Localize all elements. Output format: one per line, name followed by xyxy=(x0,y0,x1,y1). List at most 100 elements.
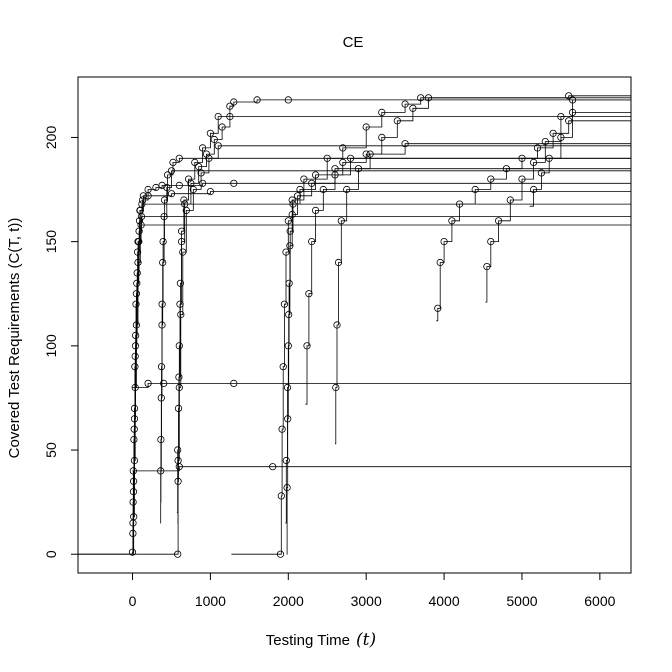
data-point xyxy=(549,129,557,137)
y-tick-label: 50 xyxy=(43,442,59,458)
data-point xyxy=(487,238,495,246)
series-3 xyxy=(129,200,631,555)
data-point xyxy=(545,154,553,162)
data-point xyxy=(133,279,141,287)
data-point xyxy=(175,181,183,189)
data-point xyxy=(135,227,143,235)
data-point xyxy=(448,217,456,225)
data-point xyxy=(253,96,261,104)
data-point xyxy=(378,108,386,117)
data-point xyxy=(286,242,294,250)
series-line xyxy=(132,466,631,472)
data-point xyxy=(354,165,362,173)
x-tick-label: 3000 xyxy=(351,593,382,609)
data-point xyxy=(323,154,331,162)
data-point xyxy=(565,117,573,125)
data-point xyxy=(471,185,479,194)
data-point xyxy=(160,379,168,387)
series-10 xyxy=(157,167,631,524)
series-line xyxy=(485,99,631,303)
data-point xyxy=(557,113,565,121)
data-point xyxy=(132,290,140,298)
data-point xyxy=(132,300,140,308)
series-line xyxy=(305,157,631,405)
data-point xyxy=(175,463,183,471)
data-point xyxy=(502,165,510,173)
data-point xyxy=(160,213,168,221)
data-point xyxy=(300,175,308,183)
data-point xyxy=(137,213,146,221)
data-point xyxy=(277,492,285,500)
data-point xyxy=(158,300,166,308)
series-line xyxy=(335,95,631,445)
data-point xyxy=(144,192,152,200)
data-point xyxy=(226,113,234,121)
series-18 xyxy=(529,108,631,207)
data-point xyxy=(135,238,143,246)
data-point xyxy=(303,342,311,350)
data-point xyxy=(533,144,542,152)
data-point xyxy=(159,238,167,246)
data-point xyxy=(195,163,203,171)
data-point xyxy=(230,98,238,106)
series-line xyxy=(176,116,631,513)
data-point xyxy=(160,196,169,204)
data-point xyxy=(362,123,370,131)
data-point xyxy=(206,188,214,196)
data-point xyxy=(288,210,296,219)
data-point xyxy=(557,133,565,141)
series-line xyxy=(132,203,631,555)
data-point xyxy=(130,477,138,485)
data-point xyxy=(158,321,166,329)
data-point xyxy=(378,133,386,141)
data-point xyxy=(417,94,425,102)
data-point xyxy=(483,262,491,271)
series-line xyxy=(436,120,631,322)
series-line xyxy=(177,145,631,524)
y-tick-label: 150 xyxy=(43,230,59,254)
data-point xyxy=(334,258,343,267)
series-line xyxy=(160,170,631,524)
data-point xyxy=(282,456,290,465)
series-19 xyxy=(132,379,631,388)
data-point xyxy=(362,150,370,158)
data-point xyxy=(167,190,176,198)
x-tick-label: 6000 xyxy=(584,593,615,609)
y-tick-label: 100 xyxy=(43,334,59,358)
series-layer xyxy=(78,92,631,558)
data-point xyxy=(518,175,526,183)
data-point xyxy=(529,158,538,166)
y-axis-label: Covered Test Requirements (C(T, t)) xyxy=(6,218,23,459)
data-point xyxy=(276,550,285,558)
data-point xyxy=(176,279,184,287)
data-point xyxy=(130,415,139,423)
data-point xyxy=(180,196,188,204)
data-point xyxy=(308,238,316,246)
data-point xyxy=(565,92,573,100)
series-12 xyxy=(283,140,631,555)
data-point xyxy=(282,248,290,256)
x-axis-label-symbol: (t) xyxy=(356,630,376,650)
series-20 xyxy=(132,463,631,472)
series-line xyxy=(285,168,631,524)
series-line xyxy=(231,97,631,555)
chart-title: CE xyxy=(343,34,364,51)
series-5 xyxy=(129,221,631,555)
x-axis: 0 1000 2000 3000 4000 5000 6000 xyxy=(129,572,616,609)
data-point xyxy=(286,227,294,235)
series-17 xyxy=(483,96,631,303)
data-point xyxy=(333,321,341,329)
data-point xyxy=(185,175,193,183)
series-line xyxy=(132,216,631,555)
data-point xyxy=(284,96,292,104)
data-point xyxy=(214,142,222,150)
series-line xyxy=(132,191,631,555)
series-line xyxy=(132,383,631,388)
data-point xyxy=(455,200,464,208)
data-point xyxy=(137,221,145,229)
data-point xyxy=(366,150,374,158)
data-point xyxy=(163,183,171,192)
y-axis: 0 50 100 150 200 xyxy=(43,126,79,558)
data-point xyxy=(529,185,538,194)
data-point xyxy=(311,206,320,214)
